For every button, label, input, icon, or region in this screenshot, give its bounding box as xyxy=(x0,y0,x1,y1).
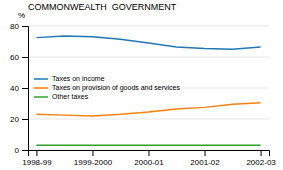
x-tick-label: 2001-02 xyxy=(190,158,220,167)
x-axis: 1998-99 1999-2000 2000-01 2001-02 2002-03 xyxy=(22,150,276,167)
x-tick-label: 2000-01 xyxy=(134,158,164,167)
x-tick: 2002-03 xyxy=(246,150,276,167)
x-tick-mark xyxy=(261,150,262,156)
x-axis-line xyxy=(29,151,270,157)
y-tick: 20 xyxy=(10,115,28,124)
y-tick: 60 xyxy=(10,53,28,62)
y-label: % xyxy=(18,11,25,20)
chart-container: 1998-99 1999-2000 2000-01 2001-02 2002-03 0 20… xyxy=(0,0,283,170)
chart: 1998-99 1999-2000 2000-01 2001-02 2002-03 0 20… xyxy=(0,0,283,170)
x-tick-mark xyxy=(149,150,150,156)
series-line xyxy=(36,145,260,147)
y-tick: 0 xyxy=(15,146,28,155)
x-tick-mark xyxy=(205,150,206,156)
x-tick: 2001-02 xyxy=(190,150,220,167)
legend-label: Taxes on income xyxy=(52,75,105,82)
legend: Taxes on income Taxes on provision of goo… xyxy=(34,75,181,100)
y-tick-label: 0 xyxy=(15,146,20,155)
y-axis: 0 20 40 60 80 xyxy=(10,22,28,155)
x-tick-label: 1998-99 xyxy=(22,158,52,167)
legend-item: Taxes on income xyxy=(34,75,105,82)
x-tick-mark xyxy=(36,150,37,156)
title: COMMONWEALTH GOVERNMENT xyxy=(28,2,177,12)
legend-swatch xyxy=(34,78,48,80)
grid-line xyxy=(28,26,269,27)
x-tick-mark xyxy=(92,150,93,156)
legend-label: Other taxes xyxy=(52,93,89,100)
x-tick: 1998-99 xyxy=(22,150,52,167)
y-tick-mark xyxy=(22,57,28,58)
y-tick: 80 xyxy=(10,22,28,31)
y-tick-mark xyxy=(22,119,28,120)
x-tick-label: 2002-03 xyxy=(246,158,276,167)
y-tick-label: 80 xyxy=(10,22,19,31)
y-tick-label: 60 xyxy=(10,53,19,62)
y-tick-mark xyxy=(22,150,28,151)
x-tick: 2000-01 xyxy=(134,150,164,167)
y-tick-label: 20 xyxy=(10,115,19,124)
grid-line xyxy=(28,119,269,120)
lines xyxy=(36,36,260,145)
legend-swatch xyxy=(34,96,48,98)
y-tick-label: 40 xyxy=(10,84,19,93)
legend-label: Taxes on provision of goods and services xyxy=(52,84,181,92)
legend-item: Taxes on provision of goods and services xyxy=(34,84,181,92)
legend-item: Other taxes xyxy=(34,93,89,100)
series-line xyxy=(36,36,260,49)
plot: 1998-99 1999-2000 2000-01 2001-02 2002-03 0 20… xyxy=(10,22,276,167)
y-tick: 40 xyxy=(10,84,28,93)
x-tick: 1999-2000 xyxy=(74,150,113,167)
grid-line xyxy=(28,57,269,58)
x-tick-label: 1999-2000 xyxy=(74,158,113,167)
y-axis-line xyxy=(22,27,29,151)
grid xyxy=(28,26,269,150)
y-tick-mark xyxy=(22,88,28,89)
y-tick-mark xyxy=(22,26,28,27)
legend-swatch xyxy=(34,87,48,89)
series-line xyxy=(36,103,260,116)
